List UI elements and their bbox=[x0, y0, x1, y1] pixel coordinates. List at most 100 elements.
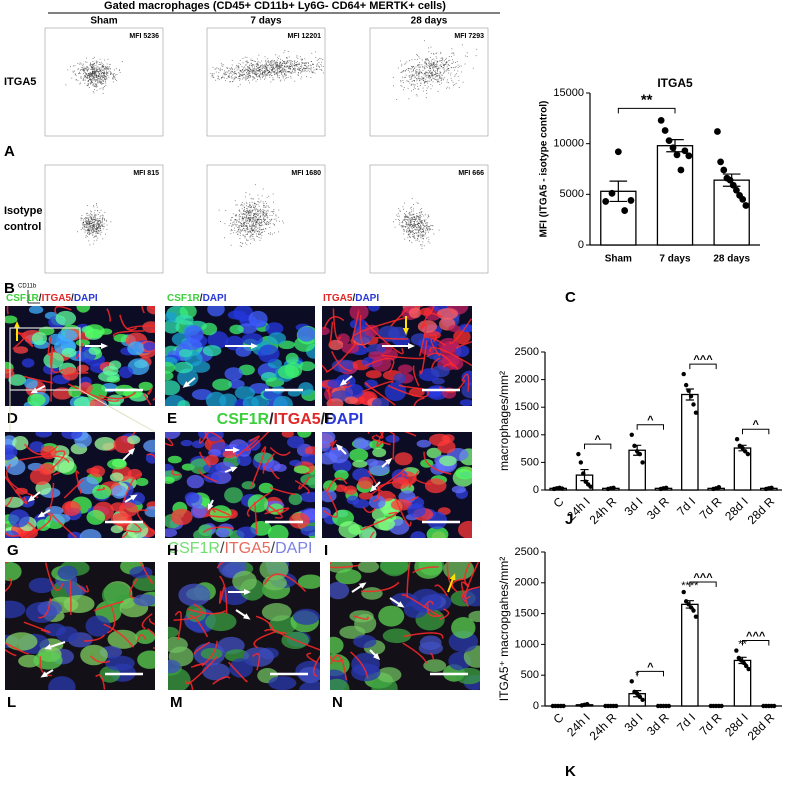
event-dot bbox=[405, 226, 406, 228]
event-dot bbox=[101, 87, 103, 89]
event-dot bbox=[241, 204, 243, 206]
event-dot bbox=[256, 213, 258, 215]
event-dot bbox=[426, 227, 427, 229]
event-dot bbox=[404, 202, 405, 204]
event-dot bbox=[426, 237, 427, 239]
event-dot bbox=[245, 64, 247, 66]
event-dot bbox=[282, 68, 284, 70]
event-dot bbox=[113, 78, 115, 80]
cell bbox=[168, 626, 179, 638]
event-dot bbox=[285, 67, 287, 68]
event-dot bbox=[444, 77, 446, 79]
event-dot bbox=[260, 67, 262, 69]
event-dot bbox=[265, 59, 267, 61]
event-dot bbox=[431, 72, 433, 74]
arrow-head bbox=[373, 653, 381, 661]
event-dot bbox=[286, 57, 288, 58]
event-dot bbox=[259, 229, 261, 231]
event-dot bbox=[91, 64, 93, 65]
event-dot bbox=[275, 72, 277, 74]
event-dot bbox=[444, 60, 445, 62]
event-dot bbox=[441, 62, 443, 63]
event-dot bbox=[236, 214, 237, 216]
event-dot bbox=[277, 216, 279, 218]
stain-part: / bbox=[321, 411, 326, 428]
cell bbox=[111, 485, 128, 499]
event-dot bbox=[225, 71, 227, 73]
event-dot bbox=[93, 223, 95, 225]
event-dot bbox=[246, 229, 248, 231]
event-dot bbox=[297, 63, 299, 65]
event-dot bbox=[409, 240, 410, 242]
membrane bbox=[294, 479, 310, 495]
event-dot bbox=[321, 70, 323, 71]
cell bbox=[165, 311, 177, 323]
event-dot bbox=[102, 75, 104, 77]
inset-box bbox=[9, 327, 81, 391]
event-dot bbox=[410, 84, 412, 86]
cell bbox=[65, 584, 87, 597]
event-dot bbox=[90, 68, 92, 70]
membrane bbox=[269, 467, 280, 480]
event-dot bbox=[401, 65, 402, 67]
event-dot bbox=[252, 219, 253, 221]
event-dot bbox=[103, 226, 105, 228]
event-dot bbox=[422, 224, 424, 226]
event-dot bbox=[310, 65, 312, 66]
membrane bbox=[50, 347, 55, 402]
event-dot bbox=[93, 230, 94, 232]
event-dot bbox=[434, 66, 436, 68]
event-dot bbox=[280, 62, 282, 64]
event-dot bbox=[270, 65, 272, 67]
event-dot bbox=[82, 68, 84, 69]
event-dot bbox=[424, 81, 426, 82]
event-dot bbox=[95, 225, 97, 227]
membrane bbox=[387, 384, 429, 398]
event-dot bbox=[418, 231, 420, 233]
event-dot bbox=[268, 221, 269, 223]
event-dot bbox=[277, 66, 278, 68]
event-dot bbox=[411, 227, 413, 229]
event-dot bbox=[428, 229, 430, 231]
event-dot bbox=[430, 77, 431, 78]
event-dot bbox=[230, 81, 232, 82]
event-dot bbox=[86, 223, 87, 224]
event-dot bbox=[239, 229, 241, 231]
membrane bbox=[27, 521, 37, 531]
event-dot bbox=[257, 63, 259, 64]
event-dot bbox=[412, 75, 414, 76]
event-dot bbox=[422, 229, 424, 230]
event-dot bbox=[242, 216, 244, 218]
event-dot bbox=[243, 213, 245, 215]
membrane bbox=[325, 341, 358, 373]
event-dot bbox=[264, 64, 266, 66]
event-dot bbox=[319, 57, 321, 59]
micrograph bbox=[165, 432, 315, 538]
event-dot bbox=[247, 228, 249, 230]
event-dot bbox=[99, 80, 101, 82]
event-dot bbox=[252, 218, 254, 219]
event-dot bbox=[282, 71, 284, 73]
event-dot bbox=[231, 69, 233, 70]
event-dot bbox=[286, 60, 288, 62]
event-dot bbox=[244, 211, 246, 212]
event-dot bbox=[94, 73, 96, 75]
event-dot bbox=[310, 70, 312, 72]
event-dot bbox=[443, 65, 445, 66]
event-dot bbox=[413, 236, 415, 238]
event-dot bbox=[242, 73, 244, 75]
event-dot bbox=[224, 70, 225, 72]
event-dot bbox=[101, 74, 102, 76]
event-dot bbox=[106, 78, 108, 80]
membrane bbox=[5, 562, 9, 584]
event-dot bbox=[262, 70, 264, 72]
membrane bbox=[322, 383, 326, 387]
event-dot bbox=[90, 74, 92, 76]
event-dot bbox=[416, 223, 418, 225]
event-dot bbox=[94, 83, 96, 85]
event-dot bbox=[262, 73, 263, 75]
event-dot bbox=[421, 72, 422, 74]
event-dot bbox=[404, 214, 406, 215]
stain-part: CSF1R bbox=[217, 411, 270, 428]
membrane bbox=[173, 603, 203, 622]
